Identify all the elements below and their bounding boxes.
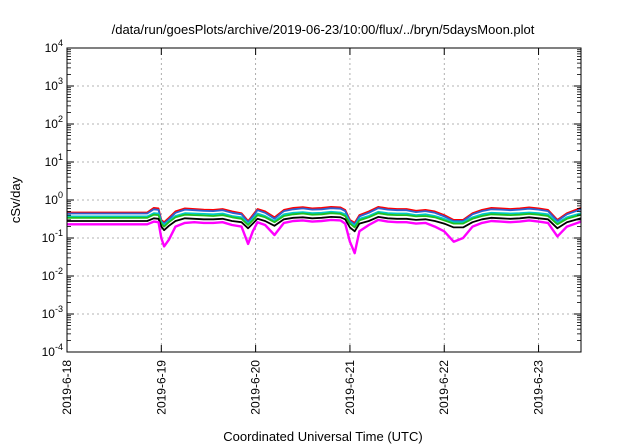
chart-title: /data/run/goesPlots/archive/2019-06-23/1…: [112, 22, 535, 37]
x-tick-label: 2019-6-19: [154, 360, 168, 415]
series-line-1: [67, 207, 582, 226]
y-tick-label: 103: [45, 76, 63, 93]
y-tick-labels: 10-4 10-3 10-2 10-1 100 101 102 103 104: [42, 38, 63, 359]
x-tick-label: 2019-6-23: [532, 360, 546, 415]
y-tick-label: 100: [45, 190, 63, 207]
y-tick-label: 10-3: [42, 304, 63, 321]
y-tick-label: 102: [45, 114, 63, 131]
y-tick-label: 10-1: [42, 228, 63, 245]
x-axis-label: Coordinated Universal Time (UTC): [223, 429, 422, 444]
y-tick-label: 101: [45, 152, 63, 169]
x-tick-label: 2019-6-20: [249, 360, 263, 415]
x-tick-label: 2019-6-18: [60, 360, 74, 415]
grid: [67, 48, 581, 352]
series-line-5: [67, 218, 582, 255]
x-tick-label: 2019-6-21: [343, 360, 357, 415]
x-tick-label: 2019-6-22: [437, 360, 451, 415]
series-line-3: [67, 212, 582, 229]
x-tick-labels: 2019-6-18 2019-6-19 2019-6-20 2019-6-21 2019…: [60, 360, 546, 415]
series-line-2: [67, 210, 582, 227]
series-layer: [67, 205, 582, 255]
y-tick-label: 10-4: [42, 342, 63, 359]
y-tick-label: 104: [45, 38, 63, 55]
series-line-0: [67, 205, 582, 224]
y-tick-label: 10-2: [42, 266, 63, 283]
ticks: [66, 47, 581, 353]
y-axis-label: cSv/day: [8, 176, 23, 223]
series-line-4: [67, 215, 582, 233]
